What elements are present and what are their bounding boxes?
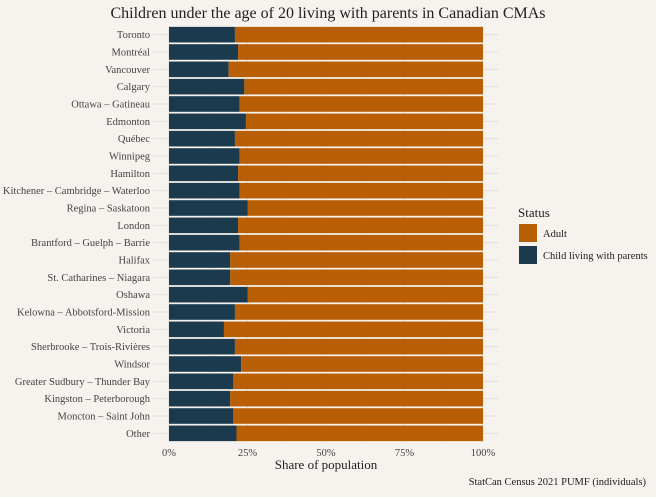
bar-adult bbox=[239, 182, 483, 199]
category-label: Kingston – Peterborough bbox=[44, 394, 150, 405]
category-label: Oshawa bbox=[116, 290, 150, 301]
legend-title: Status bbox=[518, 205, 550, 220]
category-label: Vancouver bbox=[105, 65, 150, 76]
category-label: Brantford – Guelph – Barrie bbox=[31, 238, 150, 249]
category-label: Ottawa – Gatineau bbox=[71, 100, 150, 111]
category-label: Winnipeg bbox=[109, 152, 151, 163]
bar-adult bbox=[247, 286, 483, 303]
bar-adult bbox=[236, 425, 483, 442]
bar-child bbox=[169, 304, 235, 320]
bar-adult bbox=[244, 78, 483, 95]
bar-child bbox=[169, 130, 235, 147]
category-label: Québec bbox=[118, 134, 150, 145]
category-label: Greater Sudbury – Thunder Bay bbox=[15, 377, 151, 388]
bar-child bbox=[169, 286, 248, 303]
category-label: St. Catharines – Niagara bbox=[47, 273, 150, 284]
bar-adult bbox=[247, 200, 483, 216]
category-label: Sherbrooke – Trois-Rivières bbox=[31, 342, 150, 353]
bar-child bbox=[169, 44, 239, 60]
x-tick-label: 100% bbox=[471, 448, 496, 459]
category-label: Kitchener – Cambridge – Waterloo bbox=[3, 186, 150, 197]
x-tick-label: 50% bbox=[316, 448, 336, 459]
bar-child bbox=[169, 26, 235, 43]
category-label: Halifax bbox=[119, 256, 151, 267]
category-label: Hamilton bbox=[110, 169, 150, 180]
category-label: Kelowna – Abbotsford-Mission bbox=[17, 308, 151, 319]
bar-adult bbox=[234, 304, 483, 320]
category-label: Toronto bbox=[117, 30, 150, 41]
bar-child bbox=[169, 165, 239, 182]
legend-swatch bbox=[519, 246, 537, 264]
bar-child bbox=[169, 373, 234, 390]
bar-child bbox=[169, 200, 248, 216]
category-label: Victoria bbox=[116, 325, 150, 336]
category-label: Calgary bbox=[117, 82, 151, 93]
bar-adult bbox=[228, 61, 483, 78]
x-axis-title: Share of population bbox=[275, 457, 378, 472]
legend-items: Adult Child living with parents bbox=[519, 224, 648, 264]
legend-label: Adult bbox=[543, 229, 567, 240]
bar-child bbox=[169, 390, 231, 407]
x-axis-ticks: 0% 25% 50% 75% 100% bbox=[162, 448, 496, 459]
bar-adult bbox=[233, 408, 483, 424]
bar-child bbox=[169, 321, 224, 338]
bar-adult bbox=[245, 113, 483, 130]
legend-swatch bbox=[519, 224, 537, 242]
category-label: Moncton – Saint John bbox=[58, 412, 151, 423]
bar-child bbox=[169, 96, 240, 112]
category-labels: Toronto Montréal Vancouver Calgary Ottawa – … bbox=[3, 30, 151, 440]
bar-adult bbox=[230, 390, 483, 407]
bar-adult bbox=[234, 130, 483, 147]
bar-child bbox=[169, 356, 242, 372]
bar-adult bbox=[230, 252, 483, 268]
bar-adult bbox=[239, 234, 483, 251]
bar-child bbox=[169, 182, 240, 199]
bar-child bbox=[169, 78, 245, 95]
bar-child bbox=[169, 338, 235, 355]
bar-adult bbox=[239, 96, 483, 112]
category-label: London bbox=[117, 221, 150, 232]
chart-caption: StatCan Census 2021 PUMF (individuals) bbox=[469, 477, 647, 488]
bar-adult bbox=[233, 373, 483, 390]
bar-adult bbox=[234, 338, 483, 355]
bar-adult bbox=[238, 165, 483, 182]
bar-adult bbox=[238, 217, 483, 234]
bar-child bbox=[169, 148, 240, 164]
bar-child bbox=[169, 113, 246, 130]
x-tick-label: 75% bbox=[395, 448, 415, 459]
category-label: Regina – Saskatoon bbox=[67, 204, 151, 215]
bar-adult bbox=[238, 44, 483, 60]
bar-child bbox=[169, 217, 239, 234]
legend: Status Adult Child living with parents bbox=[518, 205, 648, 264]
category-label: Windsor bbox=[114, 360, 150, 371]
bar-adult bbox=[230, 269, 483, 286]
x-tick-label: 0% bbox=[162, 448, 176, 459]
bar-child bbox=[169, 234, 240, 251]
chart-title: Children under the age of 20 living with… bbox=[110, 5, 545, 22]
bar-adult bbox=[223, 321, 483, 338]
bar-child bbox=[169, 269, 231, 286]
bar-adult bbox=[234, 26, 483, 43]
bar-child bbox=[169, 425, 237, 442]
bar-adult bbox=[239, 148, 483, 164]
bar-child bbox=[169, 252, 231, 268]
category-label: Edmonton bbox=[106, 117, 150, 128]
bar-child bbox=[169, 408, 234, 424]
bars bbox=[169, 26, 483, 442]
bar-adult bbox=[241, 356, 483, 372]
legend-label: Child living with parents bbox=[543, 251, 648, 262]
bar-child bbox=[169, 61, 229, 78]
x-tick-label: 25% bbox=[238, 448, 258, 459]
category-label: Montréal bbox=[112, 48, 151, 59]
category-label: Other bbox=[126, 429, 150, 440]
